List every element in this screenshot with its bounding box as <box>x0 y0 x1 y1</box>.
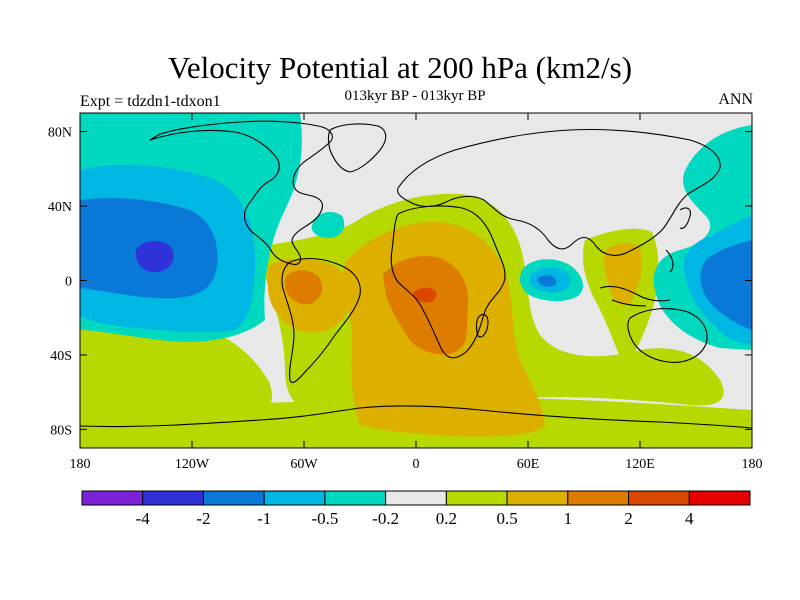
season-label: ANN <box>718 91 753 108</box>
y-tick-label: 80S <box>50 423 72 438</box>
colorbar-label: 1 <box>564 509 573 528</box>
coastline-greenland <box>327 123 387 173</box>
colorbar-label: 0.2 <box>436 509 457 528</box>
contour-region-north-pacific-min <box>135 241 174 273</box>
coastline-africa <box>390 205 506 359</box>
colorbar-swatch <box>445 490 508 506</box>
contour-fill-layer <box>80 113 752 448</box>
colorbar-label: -0.5 <box>311 509 338 528</box>
contour-region-atlantic-teal <box>311 211 345 238</box>
colorbar-swatch <box>385 490 447 506</box>
y-axis: 80N 40N 0 40S 80S <box>48 126 752 438</box>
contour-region-indian-blue <box>537 275 557 287</box>
x-tick-label: 120W <box>175 457 210 472</box>
colorbar-swatch <box>263 490 326 506</box>
colorbar-label: 4 <box>685 509 694 528</box>
coastline-maritime-continent <box>599 285 671 307</box>
contour-region-south-america-dark-orange <box>285 270 323 305</box>
x-tick-label: 180 <box>70 457 91 472</box>
colorbar-label: -0.2 <box>372 509 399 528</box>
contour-region-west-pacific-blue <box>700 240 752 330</box>
colorbar-label: 2 <box>624 509 633 528</box>
contour-region-africa-max <box>413 287 437 303</box>
x-tick-label: 0 <box>413 457 420 472</box>
colorbar-label: -2 <box>196 509 210 528</box>
coastline-australia <box>627 308 708 363</box>
colorbar-swatch <box>688 490 751 506</box>
x-tick-label: 60E <box>517 457 540 472</box>
y-tick-label: 0 <box>65 275 72 290</box>
colorbar-label: -4 <box>136 509 151 528</box>
coastline-japan-philippines <box>665 207 691 273</box>
colorbar-swatch <box>506 490 569 506</box>
x-tick-label: 60W <box>290 457 318 472</box>
colorbar-swatch <box>142 490 204 506</box>
map-title: Velocity Potential at 200 hPa (km2/s) <box>167 50 633 85</box>
colorbar-swatch <box>628 490 690 506</box>
coastline-madagascar <box>475 313 489 338</box>
y-tick-label: 80N <box>48 126 72 141</box>
experiment-label: Expt = tdzdn1-tdxon1 <box>80 93 221 110</box>
coastline-north-america <box>149 120 333 266</box>
colorbar-swatch <box>324 490 387 506</box>
y-tick-label: 40N <box>48 200 72 215</box>
x-tick-label: 180 <box>742 457 763 472</box>
colorbar-label: 0.5 <box>496 509 517 528</box>
colorbar-swatch <box>81 490 144 506</box>
y-tick-label: 40S <box>50 349 72 364</box>
coastline-europe-asia <box>397 128 721 256</box>
contour-region-asia-orange <box>604 242 643 306</box>
coastlines <box>80 120 752 429</box>
x-tick-label: 120E <box>625 457 655 472</box>
colorbar-swatch <box>202 490 265 506</box>
colorbar: -4 -2 -1 -0.5 -0.2 0.2 0.5 1 2 4 <box>81 490 751 528</box>
colorbar-swatch <box>567 490 630 506</box>
coastline-south-america <box>281 257 361 383</box>
colorbar-label: -1 <box>257 509 271 528</box>
contour-region-africa-dark-orange <box>383 255 469 355</box>
map-subtitle: 013kyr BP - 013kyr BP <box>344 88 486 104</box>
coastline-antarctica <box>80 405 752 429</box>
x-axis: 180 120W 60W 0 60E 120E 180 <box>70 113 763 472</box>
